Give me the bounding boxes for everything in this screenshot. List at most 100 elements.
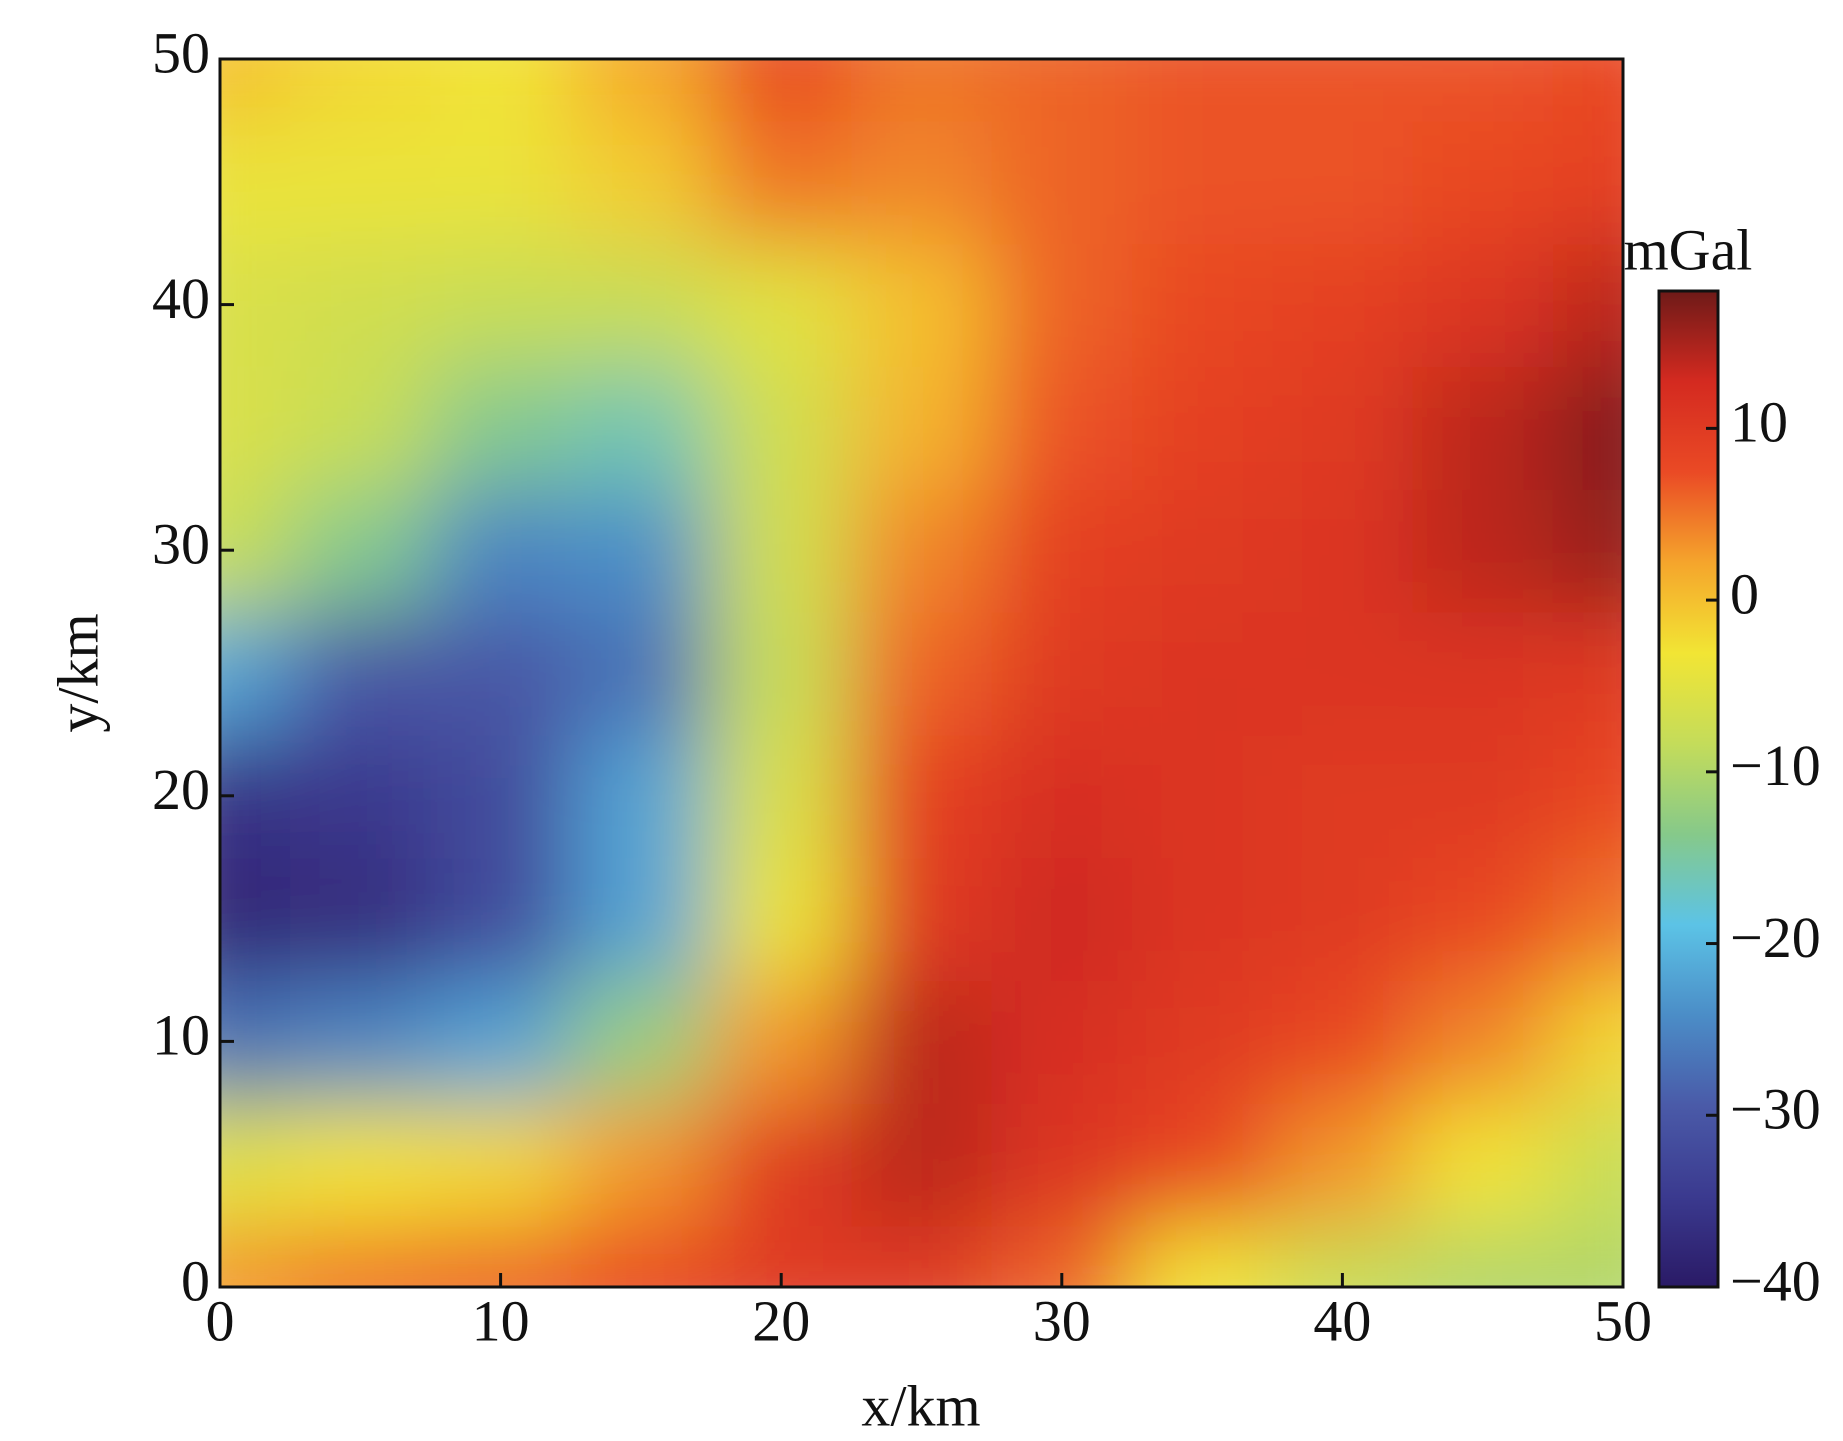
heatmap-cell [1412,1102,1554,1227]
heatmap-cell [1552,488,1623,613]
heatmap-cell [991,611,1133,736]
y-tick-label: 50 [152,20,210,85]
colorbar-frame [1657,289,1720,1289]
heatmap-cell [290,1102,432,1227]
heatmap-cell [991,59,1133,122]
heatmap-cell [430,120,572,245]
heatmap-cell [1552,980,1623,1104]
heatmap-cell [1412,120,1554,245]
heatmap-cell [430,1102,572,1227]
heatmap-cell [1272,243,1414,367]
heatmap-cell [991,980,1133,1104]
x-tick-label: 10 [472,1288,530,1353]
heatmap-cell [570,488,713,613]
heatmap-cell [220,366,292,490]
colorbar [1659,291,1718,1287]
x-tick-label: 50 [1594,1288,1652,1353]
heatmap-cell [1131,980,1274,1104]
colorbar-tick-label: −20 [1730,905,1821,970]
heatmap-cell [851,120,993,245]
heatmap-cell [851,611,993,736]
x-tick-label: 30 [1033,1288,1091,1353]
heatmap-cell [851,1225,993,1287]
heatmap-cell [1552,1102,1623,1227]
heatmap-cell [1552,1225,1623,1287]
heatmap-cell [711,366,853,490]
heatmap-cell [220,59,292,122]
colorbar-tick-label: −10 [1730,733,1821,798]
y-tick-label: 40 [152,266,210,331]
heatmap-cell [711,980,853,1104]
heatmap-cell [711,611,853,736]
heatmap-cell [290,59,432,122]
heatmap-cell [1552,734,1623,859]
heatmap-cell [430,857,572,981]
heatmap-cell [851,734,993,859]
heatmap-cell [1131,59,1274,122]
heatmap-cell [711,120,853,245]
heatmap-cell [1131,488,1274,613]
heatmap-cell [851,1102,993,1227]
plot-frame [218,57,1625,1289]
heatmap-cell [290,734,432,859]
heatmap-cell [430,734,572,859]
y-tick-label: 10 [152,1003,210,1068]
heatmap-cell [570,611,713,736]
heatmap-cell [711,488,853,613]
heatmap-cell [1272,857,1414,981]
heatmap-cell [220,1102,292,1227]
heatmap-cell [570,857,713,981]
colorbar-tick-label: 0 [1730,561,1759,626]
heatmap-cell [1272,120,1414,245]
heatmap-cell [711,857,853,981]
heatmap-cell [851,243,993,367]
heatmap-cell [570,980,713,1104]
heatmap-cell [991,120,1133,245]
heatmap-cell [1131,1225,1274,1287]
heatmap-cell [570,366,713,490]
heatmap-area [220,59,1623,1287]
heatmap-cell [290,243,432,367]
heatmap-cell [290,120,432,245]
heatmap-cell [220,1225,292,1287]
x-tick-label: 0 [206,1288,235,1353]
heatmap-cell [991,1102,1133,1227]
heatmap-cell [290,857,432,981]
heatmap-cell [711,734,853,859]
heatmap-cell [430,611,572,736]
heatmap-cell [1272,366,1414,490]
heatmap-cell [1412,366,1554,490]
heatmap-cell [991,734,1133,859]
heatmap-cell [851,488,993,613]
colorbar-tick-label: −30 [1730,1077,1821,1142]
heatmap-cell [1552,611,1623,736]
heatmap-cell [1412,611,1554,736]
heatmap-cell [1412,59,1554,122]
y-tick-label: 0 [181,1248,210,1313]
heatmap-cell [1272,734,1414,859]
heatmap-cell [1412,734,1554,859]
heatmap-cell [1131,734,1274,859]
x-axis-label: x/km [861,1373,980,1438]
heatmap-cell [1412,857,1554,981]
x-tick-label: 40 [1313,1288,1371,1353]
heatmap-cell [1552,59,1623,122]
heatmap-cell [851,366,993,490]
heatmap-cell [991,366,1133,490]
heatmap-cell [1412,1225,1554,1287]
heatmap-cell [290,488,432,613]
heatmap-cell [851,980,993,1104]
heatmap-cell [711,243,853,367]
heatmap-cell [1272,1102,1414,1227]
heatmap-cell [1552,366,1623,490]
heatmap-cell [851,59,993,122]
heatmap-cell [570,1225,713,1287]
heatmap-cell [290,366,432,490]
heatmap-cell [430,488,572,613]
heatmap-cell [1272,611,1414,736]
heatmap-cell [711,1102,853,1227]
heatmap-cell [1131,120,1274,245]
heatmap-cell [570,120,713,245]
heatmap-cell [430,243,572,367]
